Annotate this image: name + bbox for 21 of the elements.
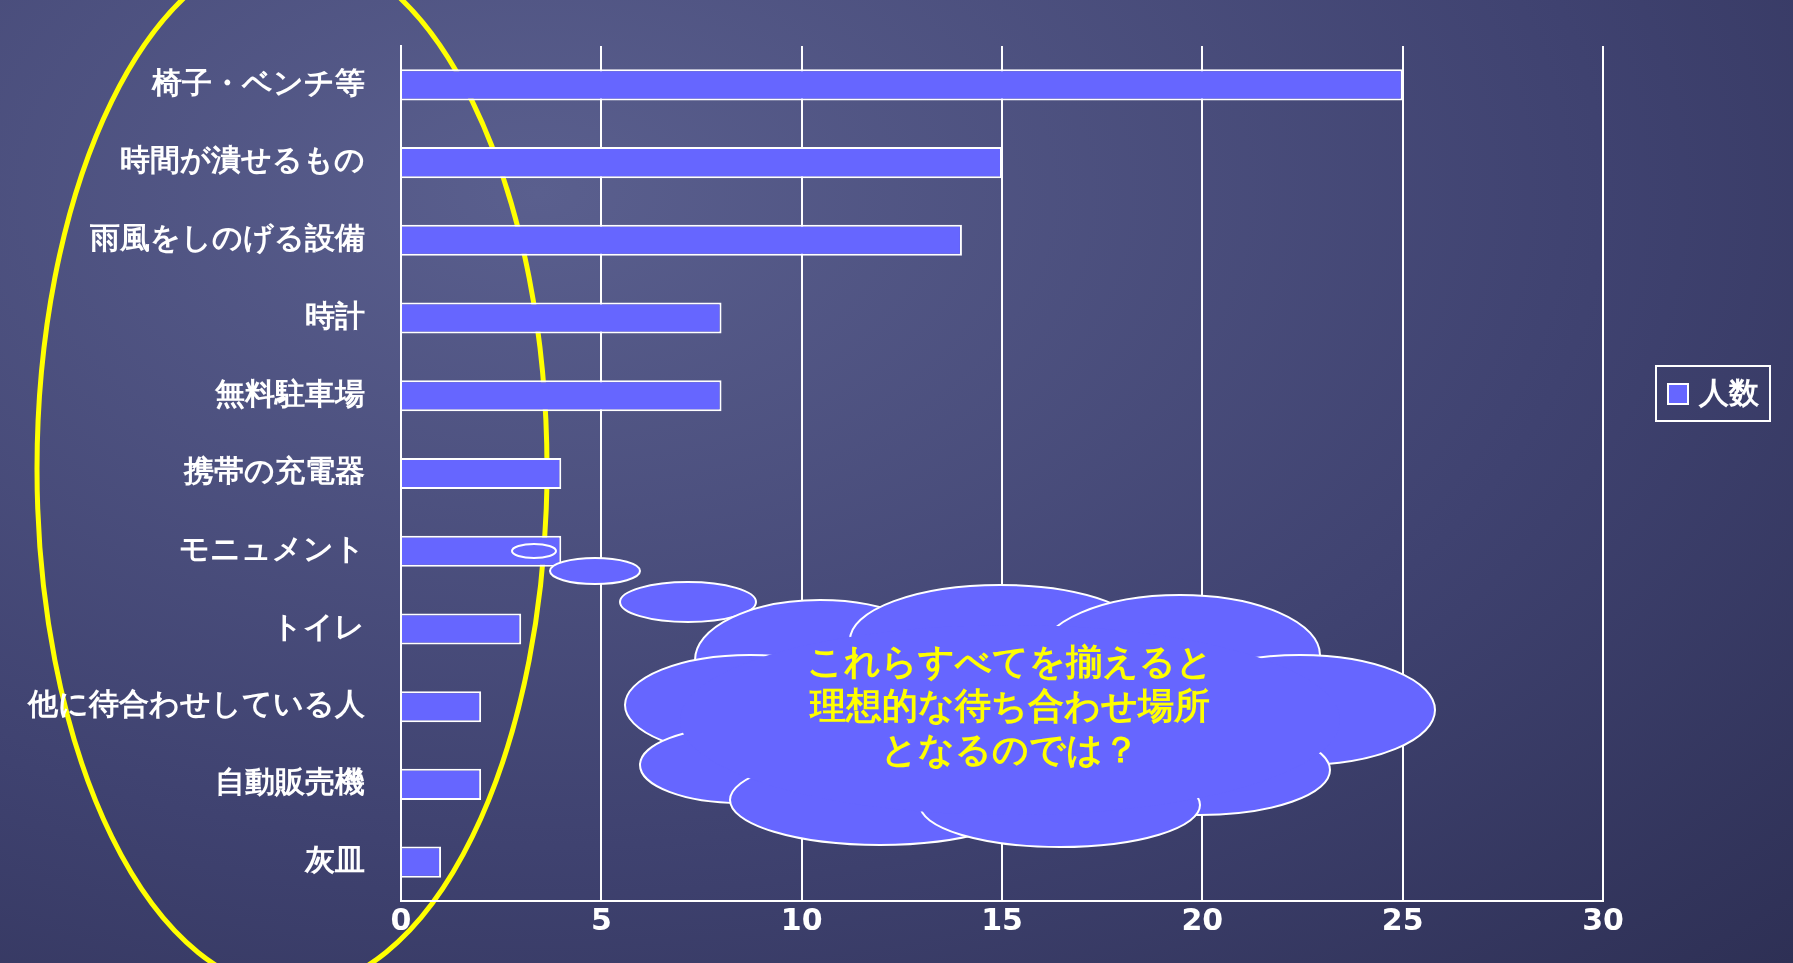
annotation: 理想的な待ち合わせ場所 xyxy=(808,684,1211,728)
y-tick-label: 携帯の充電器 xyxy=(183,453,365,489)
x-tick-label: 5 xyxy=(590,901,612,937)
y-tick-label: 灰皿 xyxy=(304,841,365,877)
x-tick-label: 20 xyxy=(1181,901,1224,937)
x-tick-label: 25 xyxy=(1381,901,1424,937)
y-tick-label: 時間が潰せるもの xyxy=(120,142,365,178)
y-tick-label: トイレ xyxy=(272,608,365,644)
x-tick-label: 0 xyxy=(390,901,412,937)
y-tick-label: 椅子・ベンチ等 xyxy=(151,64,365,100)
x-tick-label: 30 xyxy=(1582,901,1624,937)
y-tick-label: モニュメント xyxy=(179,531,365,567)
annotation: となるのでは？ xyxy=(880,728,1140,772)
x-tick-label: 10 xyxy=(780,901,823,937)
text: 人数 xyxy=(1699,374,1759,412)
y-tick-label: 無料駐車場 xyxy=(214,375,365,411)
x-tick-label: 15 xyxy=(981,901,1023,937)
y-tick-label: 雨風をしのげる設備 xyxy=(89,220,365,256)
y-tick-label: 自動販売機 xyxy=(215,764,365,800)
annotation: これらすべてを揃えると xyxy=(806,640,1214,684)
y-tick-label: 時計 xyxy=(305,297,365,333)
